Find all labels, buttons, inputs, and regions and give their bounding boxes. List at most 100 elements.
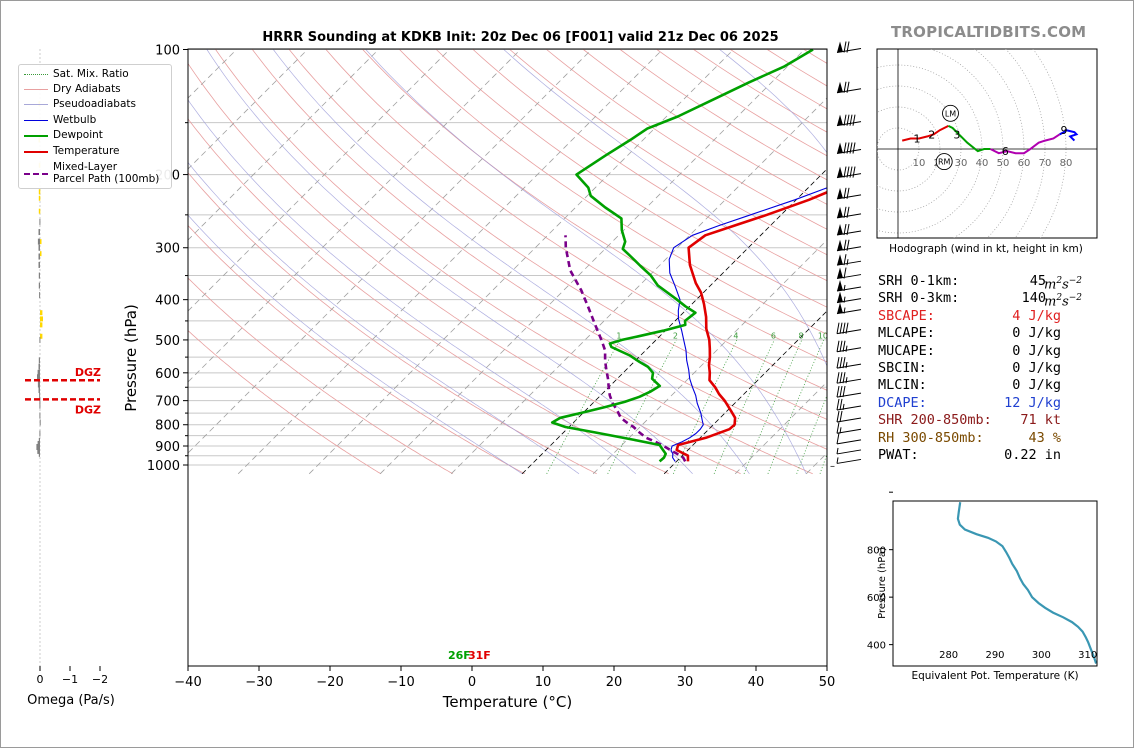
mixing-ratio-label: 1	[616, 332, 621, 341]
wind-barb-staff	[836, 378, 862, 384]
index-label: SRH 0-1km:	[878, 273, 960, 289]
mixing-ratio-line	[743, 339, 803, 474]
temperature-profile	[675, 190, 827, 462]
omega-bar-gray	[38, 253, 40, 260]
wind-barb-full	[836, 340, 840, 352]
wind-barb	[836, 280, 862, 292]
index-row: SRH 0-1km: m2s−2 45	[878, 273, 1128, 292]
index-value: 0 J/kg	[1012, 359, 1061, 376]
legend: Sat. Mix. Ratio Dry Adiabats Pseudoadiab…	[18, 64, 172, 189]
wind-barb-full	[836, 385, 840, 398]
x-tick-label: 40	[748, 675, 765, 690]
wind-barb-full	[836, 410, 840, 423]
legend-swatch-temperature	[24, 151, 48, 153]
legend-entry-dewpoint: Dewpoint	[53, 129, 103, 141]
wind-barb-staff	[836, 347, 862, 353]
legend-entry-parcel-path-line1: Mixed-Layer	[53, 161, 118, 173]
legend-entry-dry-adiabats: Dry Adiabats	[53, 83, 121, 95]
theta-e-panel: 280 290 300 310 400 600 800 Equivalent Pot. Tem…	[867, 491, 1098, 682]
y-tick-label: 400	[155, 294, 180, 309]
index-label: SBCAPE:	[878, 307, 935, 324]
wind-barb-full	[842, 385, 846, 398]
legend-swatch-parcel-path	[24, 173, 48, 175]
surface-dewpoint-label: 26F	[448, 649, 471, 662]
wind-barb	[836, 187, 862, 200]
moist-adiabat	[273, 49, 750, 474]
mixing-ratio-label: 2	[673, 332, 678, 341]
wind-barb-full	[852, 142, 856, 154]
y-tick-label: 900	[155, 440, 180, 455]
omega-bar-gray	[37, 369, 40, 376]
omega-bar-gray	[38, 244, 40, 251]
x-tick-label: −40	[174, 675, 201, 690]
mixing-ratio-line	[713, 339, 775, 474]
omega-bar-gray	[37, 238, 40, 245]
hodograph-frame	[876, 48, 1098, 239]
wind-barb-flag	[837, 254, 843, 266]
index-row: SBCIN: 0 J/kg	[878, 360, 1128, 377]
theta-e-x-tick-label: 300	[1032, 650, 1051, 661]
x-axis: −40 −30 −20 −10 0 10 20 30 40 50	[174, 666, 835, 690]
omega-tick-label: −1	[62, 673, 78, 686]
index-row: PWAT: 0.22 in	[878, 447, 1128, 464]
wind-barb-staff	[836, 439, 862, 445]
legend-entry-temperature: Temperature	[53, 145, 120, 157]
wind-barb-flag	[837, 224, 843, 236]
omega-bar-gray	[38, 357, 40, 364]
omega-bar-gray	[37, 381, 40, 388]
wind-barb	[836, 223, 862, 236]
wind-barb-half	[843, 284, 846, 292]
dry-adiabat	[188, 172, 597, 475]
index-value: 0 J/kg	[1012, 325, 1061, 342]
index-label: SRH 0-3km:	[878, 290, 960, 307]
wind-barb-flag	[837, 302, 843, 314]
hodograph-caption: Hodograph (wind in kt, height in km)	[889, 243, 1083, 255]
isotherm-line	[188, 49, 521, 383]
wind-barb-full	[843, 166, 847, 178]
dry-adiabat	[472, 49, 827, 282]
legend-swatch-wetbulb	[24, 120, 48, 121]
wind-barb	[836, 166, 862, 179]
dry-adiabat	[188, 225, 525, 475]
index-row: RH 300-850mb: 43 %	[878, 430, 1128, 447]
mixing-ratio-line	[767, 339, 825, 474]
wind-barb-full	[839, 340, 843, 352]
wind-barb-flag	[837, 267, 843, 279]
y-axis-title: Pressure (hPa)	[122, 304, 140, 412]
wind-barb-staff	[836, 417, 862, 423]
theta-e-y-tick-label: 600	[867, 593, 886, 604]
dry-adiabat	[188, 62, 741, 475]
wind-barb-full	[852, 166, 856, 178]
wind-barb-full	[842, 322, 846, 334]
omega-bar-gray	[39, 218, 41, 225]
wind-barb-half	[843, 296, 846, 303]
index-label: DCAPE:	[878, 394, 927, 411]
wind-barb	[836, 254, 862, 266]
omega-bar-yellow	[40, 239, 42, 245]
wind-barb-full	[839, 357, 843, 369]
isotherm-line	[592, 239, 827, 475]
wind-barb-full	[839, 398, 843, 411]
brand-watermark: TROPICALTIDBITS.COM	[891, 23, 1087, 41]
isotherm-line	[450, 97, 827, 475]
wind-barb	[836, 267, 862, 280]
omega-bar-yellow	[40, 251, 42, 257]
wind-barb-full	[846, 187, 850, 199]
wind-barb	[836, 322, 862, 335]
wind-barb-full	[846, 81, 850, 93]
index-label: MLCIN:	[878, 377, 927, 394]
index-row: MLCAPE: 0 J/kg	[878, 325, 1128, 342]
hodograph-trace	[989, 133, 1061, 155]
wind-barb-full	[843, 114, 847, 126]
index-label: MLCAPE:	[878, 325, 935, 342]
hodograph-ring-label: 70	[1039, 158, 1052, 169]
wind-barb-half	[845, 377, 848, 384]
hodograph-ring-label: 30	[955, 158, 968, 169]
wind-barb-full	[849, 114, 853, 126]
omega-bar-gray	[39, 402, 41, 409]
omega-bar-gray	[38, 261, 40, 268]
wind-barb-flag	[837, 41, 843, 53]
hodograph-height-label: 2	[928, 128, 935, 141]
wind-barb-staff	[836, 329, 862, 335]
wind-barb-half	[836, 447, 839, 455]
